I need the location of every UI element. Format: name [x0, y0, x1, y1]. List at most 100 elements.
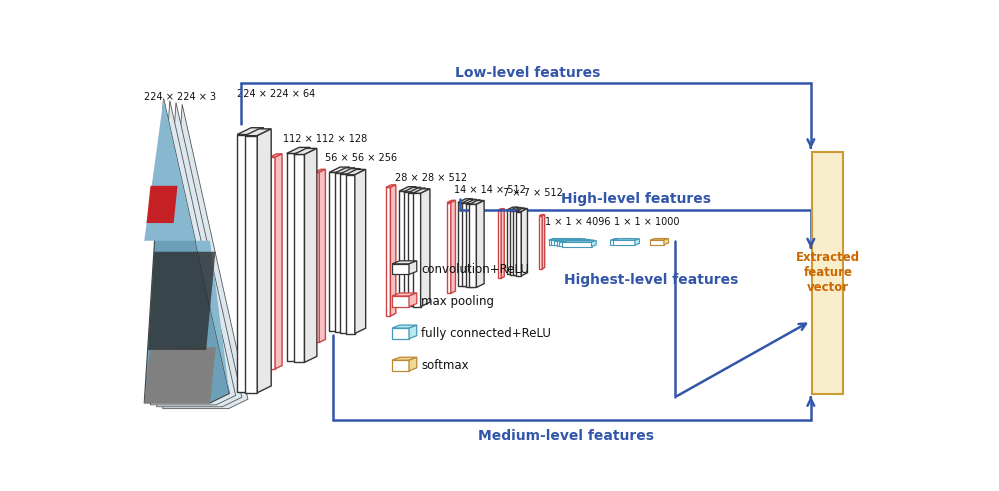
Text: 14 × 14 × 512: 14 × 14 × 512 [454, 185, 525, 195]
Polygon shape [298, 147, 310, 361]
Polygon shape [350, 168, 361, 333]
Polygon shape [583, 239, 588, 246]
Polygon shape [237, 135, 250, 392]
Polygon shape [470, 204, 477, 287]
Polygon shape [404, 188, 421, 192]
Polygon shape [469, 199, 477, 286]
Polygon shape [664, 239, 668, 245]
Polygon shape [391, 185, 396, 316]
Text: fully connected+ReLU: fully connected+ReLU [422, 327, 551, 340]
Polygon shape [447, 200, 456, 203]
Text: 224 × 224 × 3: 224 × 224 × 3 [144, 92, 217, 103]
Polygon shape [340, 168, 361, 174]
Polygon shape [499, 210, 501, 278]
Polygon shape [447, 203, 451, 293]
Polygon shape [542, 215, 544, 269]
Polygon shape [515, 209, 527, 212]
Polygon shape [275, 154, 282, 369]
Text: Extracted
feature
vector: Extracted feature vector [796, 251, 860, 294]
Text: 1 × 1 × 4096: 1 × 1 × 4096 [544, 217, 610, 227]
Polygon shape [509, 211, 515, 275]
Polygon shape [315, 169, 326, 172]
Polygon shape [407, 187, 416, 304]
Polygon shape [386, 185, 396, 188]
Polygon shape [250, 128, 264, 392]
Polygon shape [501, 209, 504, 278]
Polygon shape [339, 167, 350, 331]
Polygon shape [144, 347, 216, 403]
Polygon shape [392, 360, 409, 371]
Polygon shape [562, 242, 591, 246]
Polygon shape [559, 242, 588, 246]
Polygon shape [409, 192, 416, 306]
Polygon shape [413, 189, 430, 193]
Polygon shape [812, 152, 843, 393]
Polygon shape [506, 210, 511, 274]
Polygon shape [346, 169, 366, 175]
Polygon shape [518, 208, 524, 275]
Polygon shape [392, 293, 417, 296]
Polygon shape [551, 241, 580, 245]
Polygon shape [548, 239, 582, 240]
Polygon shape [613, 239, 639, 241]
Polygon shape [586, 240, 590, 246]
Polygon shape [466, 204, 473, 287]
Polygon shape [294, 148, 317, 155]
Polygon shape [151, 101, 236, 405]
Polygon shape [580, 239, 585, 245]
Polygon shape [270, 157, 275, 369]
Polygon shape [511, 207, 518, 274]
Polygon shape [634, 239, 639, 245]
Polygon shape [632, 239, 636, 245]
Polygon shape [578, 239, 582, 245]
Polygon shape [245, 129, 271, 136]
Polygon shape [399, 187, 416, 191]
Text: softmax: softmax [422, 359, 469, 372]
Polygon shape [462, 199, 477, 203]
Polygon shape [355, 169, 366, 333]
Polygon shape [294, 155, 305, 362]
Polygon shape [392, 328, 409, 339]
Text: max pooling: max pooling [422, 295, 495, 308]
Text: 1 × 1 × 1000: 1 × 1 × 1000 [614, 217, 680, 227]
Polygon shape [392, 261, 417, 264]
Polygon shape [559, 240, 593, 242]
Text: 56 × 56 × 256: 56 × 56 × 256 [326, 153, 398, 164]
Polygon shape [650, 239, 668, 240]
Polygon shape [473, 200, 481, 287]
Text: Medium-level features: Medium-level features [479, 430, 654, 443]
Polygon shape [392, 296, 409, 306]
Polygon shape [458, 203, 465, 286]
Polygon shape [157, 103, 242, 407]
Polygon shape [144, 99, 230, 403]
Polygon shape [409, 325, 417, 339]
Polygon shape [548, 240, 578, 245]
Polygon shape [509, 208, 521, 211]
Polygon shape [335, 168, 355, 173]
Polygon shape [421, 189, 430, 307]
Polygon shape [287, 147, 310, 154]
Polygon shape [512, 208, 524, 211]
Polygon shape [521, 209, 527, 276]
Polygon shape [287, 154, 298, 361]
Polygon shape [413, 193, 421, 307]
Polygon shape [392, 357, 417, 360]
Text: 224 × 224 × 64: 224 × 224 × 64 [237, 88, 316, 99]
Polygon shape [245, 136, 258, 393]
Polygon shape [330, 172, 339, 331]
Polygon shape [409, 293, 417, 306]
Polygon shape [551, 239, 585, 241]
Polygon shape [554, 241, 583, 246]
Polygon shape [335, 173, 344, 332]
Polygon shape [554, 239, 588, 241]
Polygon shape [465, 199, 473, 286]
Polygon shape [392, 325, 417, 328]
Polygon shape [591, 241, 596, 246]
Text: Highest-level features: Highest-level features [564, 273, 738, 287]
Polygon shape [148, 252, 216, 350]
Polygon shape [610, 239, 636, 240]
Polygon shape [392, 264, 409, 274]
Polygon shape [470, 200, 485, 204]
Polygon shape [144, 99, 230, 393]
Polygon shape [412, 188, 421, 305]
